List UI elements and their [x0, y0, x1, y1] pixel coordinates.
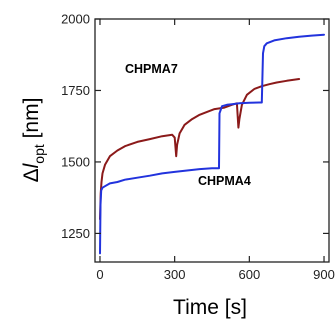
series-line-chpma4 [99, 33, 325, 255]
series-line-chpma7 [99, 78, 301, 221]
x-tick-label: 300 [164, 267, 186, 282]
x-tick-label: 0 [96, 267, 103, 282]
plot-area-border [94, 18, 330, 263]
y-tick-label: 1750 [61, 83, 90, 98]
y-axis-title-delta: Δ [20, 168, 43, 182]
y-tick-label: 1500 [61, 154, 90, 169]
x-axis-title: Time [s] [173, 296, 247, 319]
y-tick-label: 1250 [61, 226, 90, 241]
x-tick-label: 600 [238, 267, 260, 282]
series-label-chpma4: CHPMA4 [198, 174, 251, 188]
series-label-chpma7: CHPMA7 [125, 62, 178, 76]
y-axis-title: Δlopt [nm] [20, 98, 47, 183]
y-axis-title-unit: [nm] [20, 98, 43, 145]
y-axis-title-subscript: opt [31, 144, 47, 164]
series-layer [99, 33, 325, 255]
y-axis-title-symbol: l [20, 162, 43, 168]
x-tick-label: 900 [313, 267, 335, 282]
ticks-layer: 0 300 600 900 1250 1500 1750 2000 [61, 12, 335, 283]
plot-frame [94, 18, 330, 263]
y-tick-label: 2000 [61, 12, 90, 27]
